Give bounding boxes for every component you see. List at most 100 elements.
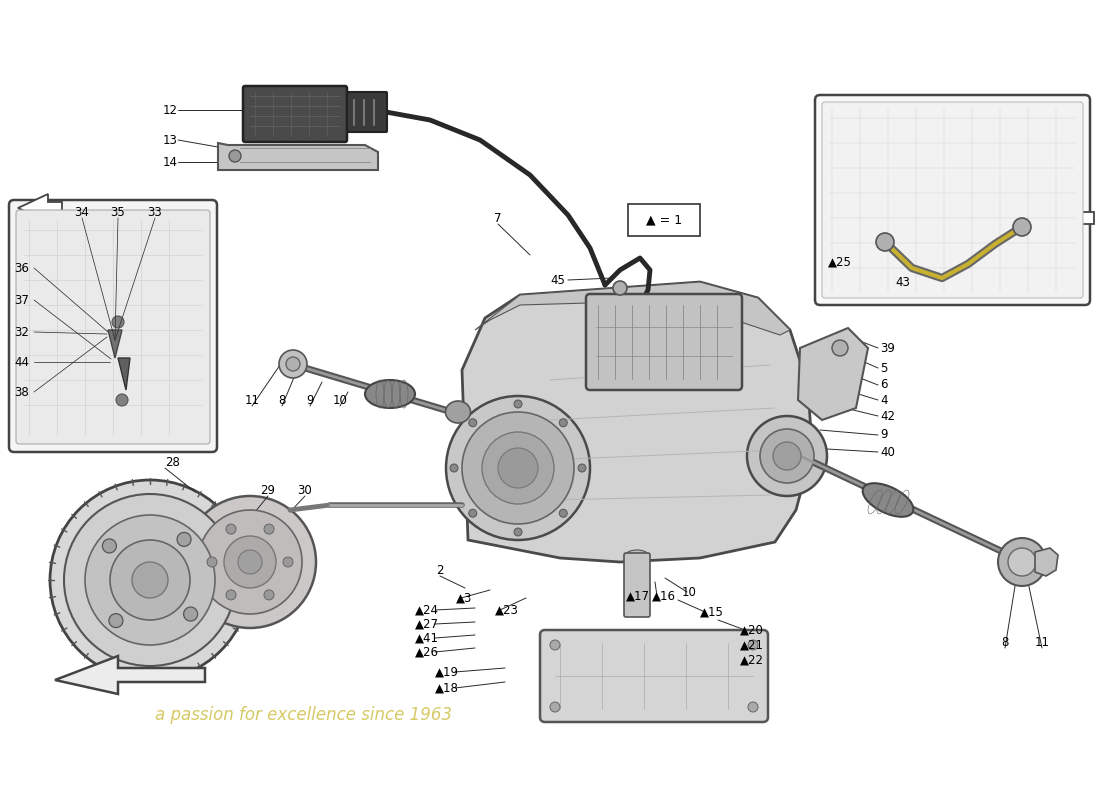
Text: 45: 45 <box>551 274 565 286</box>
FancyBboxPatch shape <box>16 210 210 444</box>
Circle shape <box>283 557 293 567</box>
Circle shape <box>224 536 276 588</box>
Circle shape <box>110 540 190 620</box>
Text: a passion for excellence since 1963: a passion for excellence since 1963 <box>155 706 452 724</box>
Text: 2: 2 <box>437 563 443 577</box>
Text: ▲15: ▲15 <box>700 606 724 618</box>
FancyBboxPatch shape <box>822 102 1084 298</box>
Circle shape <box>264 590 274 600</box>
Text: 10: 10 <box>332 394 348 406</box>
Circle shape <box>1008 548 1036 576</box>
Text: ▲22: ▲22 <box>740 654 764 666</box>
Circle shape <box>498 448 538 488</box>
Circle shape <box>832 340 848 356</box>
Circle shape <box>226 590 236 600</box>
Text: 9: 9 <box>306 394 313 406</box>
Text: 33: 33 <box>147 206 163 218</box>
Circle shape <box>184 496 316 628</box>
FancyBboxPatch shape <box>243 86 346 142</box>
Circle shape <box>514 528 522 536</box>
Polygon shape <box>475 282 790 335</box>
Circle shape <box>207 557 217 567</box>
Text: 9: 9 <box>880 429 888 442</box>
Ellipse shape <box>626 572 648 582</box>
Text: 39: 39 <box>880 342 895 354</box>
Circle shape <box>102 539 117 553</box>
Circle shape <box>109 614 123 628</box>
Circle shape <box>559 418 568 426</box>
Circle shape <box>116 394 128 406</box>
Ellipse shape <box>862 483 913 517</box>
Text: 36: 36 <box>14 262 30 274</box>
Circle shape <box>279 350 307 378</box>
Circle shape <box>229 150 241 162</box>
Text: 11: 11 <box>1034 635 1049 649</box>
Text: ▲25: ▲25 <box>828 255 852 269</box>
Circle shape <box>226 524 236 534</box>
Text: ▲26: ▲26 <box>415 646 439 658</box>
FancyBboxPatch shape <box>628 204 700 236</box>
FancyBboxPatch shape <box>540 630 768 722</box>
Circle shape <box>198 510 302 614</box>
Text: 38: 38 <box>14 386 30 398</box>
Circle shape <box>177 532 191 546</box>
FancyBboxPatch shape <box>346 92 387 132</box>
Polygon shape <box>462 282 812 562</box>
Circle shape <box>482 432 554 504</box>
Text: ▲27: ▲27 <box>415 618 439 630</box>
Circle shape <box>85 515 214 645</box>
Polygon shape <box>798 328 868 420</box>
Circle shape <box>50 480 250 680</box>
Text: 29: 29 <box>261 483 275 497</box>
FancyBboxPatch shape <box>586 294 743 390</box>
Text: ▲19: ▲19 <box>434 666 459 678</box>
Circle shape <box>998 538 1046 586</box>
Circle shape <box>550 702 560 712</box>
Circle shape <box>1013 218 1031 236</box>
Circle shape <box>760 429 814 483</box>
Ellipse shape <box>626 594 648 604</box>
Polygon shape <box>108 330 122 358</box>
Polygon shape <box>1062 204 1094 232</box>
Text: 14: 14 <box>163 155 178 169</box>
Text: ▲20: ▲20 <box>740 623 763 637</box>
Text: 7: 7 <box>494 211 502 225</box>
Circle shape <box>64 494 236 666</box>
Polygon shape <box>18 194 62 222</box>
Text: 42: 42 <box>880 410 895 422</box>
Circle shape <box>446 396 590 540</box>
Text: ▲23: ▲23 <box>495 603 519 617</box>
Circle shape <box>773 442 801 470</box>
Circle shape <box>876 233 894 251</box>
Circle shape <box>132 562 168 598</box>
Circle shape <box>286 357 300 371</box>
Text: 34: 34 <box>75 206 89 218</box>
Text: 5: 5 <box>880 362 888 374</box>
Text: 37: 37 <box>14 294 30 306</box>
Polygon shape <box>118 358 130 390</box>
Circle shape <box>469 418 476 426</box>
Text: 13: 13 <box>163 134 178 146</box>
Text: ▲41: ▲41 <box>415 631 439 645</box>
Text: 43: 43 <box>895 275 910 289</box>
Text: 40: 40 <box>880 446 895 458</box>
Polygon shape <box>55 656 205 694</box>
Text: 35: 35 <box>111 206 125 218</box>
Circle shape <box>747 416 827 496</box>
Circle shape <box>559 510 568 518</box>
Text: 8: 8 <box>278 394 286 406</box>
Text: ▲3: ▲3 <box>456 591 472 605</box>
Text: 12: 12 <box>163 103 178 117</box>
Circle shape <box>613 281 627 295</box>
Circle shape <box>550 640 560 650</box>
FancyBboxPatch shape <box>624 553 650 617</box>
Text: 8: 8 <box>1001 635 1009 649</box>
Text: ▲16: ▲16 <box>652 590 676 602</box>
Polygon shape <box>218 143 378 170</box>
Circle shape <box>578 464 586 472</box>
Text: ▲ = 1: ▲ = 1 <box>646 214 682 226</box>
Circle shape <box>748 640 758 650</box>
Circle shape <box>238 550 262 574</box>
Text: 4: 4 <box>880 394 888 406</box>
Circle shape <box>469 510 476 518</box>
